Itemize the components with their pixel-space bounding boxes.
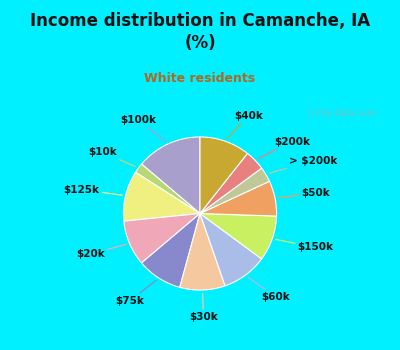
Text: $30k: $30k [189, 294, 218, 322]
Wedge shape [142, 214, 200, 287]
Wedge shape [124, 172, 200, 221]
Wedge shape [142, 137, 200, 214]
Text: $125k: $125k [64, 184, 122, 195]
Wedge shape [180, 214, 225, 290]
Text: White residents: White residents [144, 72, 256, 85]
Text: $200k: $200k [258, 136, 310, 159]
Text: ⓘ City-Data.com: ⓘ City-Data.com [308, 108, 375, 118]
Text: $40k: $40k [227, 111, 263, 138]
Wedge shape [124, 214, 200, 263]
Text: $75k: $75k [116, 280, 156, 306]
Wedge shape [200, 214, 276, 259]
Wedge shape [200, 181, 276, 216]
Text: $10k: $10k [88, 147, 135, 167]
Text: $150k: $150k [276, 239, 334, 252]
Wedge shape [200, 137, 248, 214]
Wedge shape [136, 164, 200, 214]
Text: > $200k: > $200k [269, 156, 337, 173]
Wedge shape [200, 153, 262, 214]
Wedge shape [200, 214, 262, 286]
Text: $50k: $50k [278, 188, 330, 198]
Text: Income distribution in Camanche, IA
(%): Income distribution in Camanche, IA (%) [30, 12, 370, 52]
Text: $20k: $20k [76, 244, 126, 259]
Text: $100k: $100k [120, 115, 165, 142]
Wedge shape [200, 168, 270, 214]
Text: $60k: $60k [248, 277, 290, 302]
